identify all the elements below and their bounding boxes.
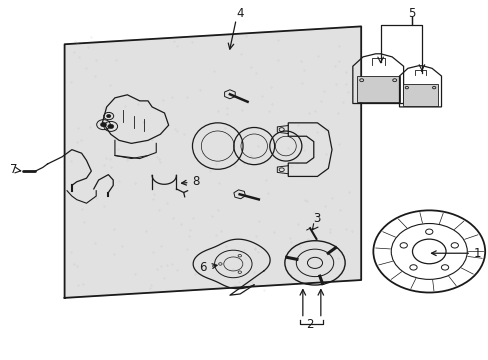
Text: 3: 3 bbox=[312, 212, 320, 225]
Polygon shape bbox=[356, 76, 399, 102]
Text: 1: 1 bbox=[430, 247, 481, 260]
Circle shape bbox=[107, 124, 114, 129]
Circle shape bbox=[106, 114, 111, 118]
Text: 8: 8 bbox=[181, 175, 200, 188]
Text: 2: 2 bbox=[306, 318, 313, 331]
Text: 5: 5 bbox=[407, 8, 415, 21]
Text: 7: 7 bbox=[10, 163, 18, 176]
Polygon shape bbox=[64, 26, 361, 298]
Circle shape bbox=[100, 122, 106, 127]
Polygon shape bbox=[402, 84, 437, 105]
Text: 4: 4 bbox=[235, 8, 243, 21]
Text: 6: 6 bbox=[199, 261, 217, 274]
